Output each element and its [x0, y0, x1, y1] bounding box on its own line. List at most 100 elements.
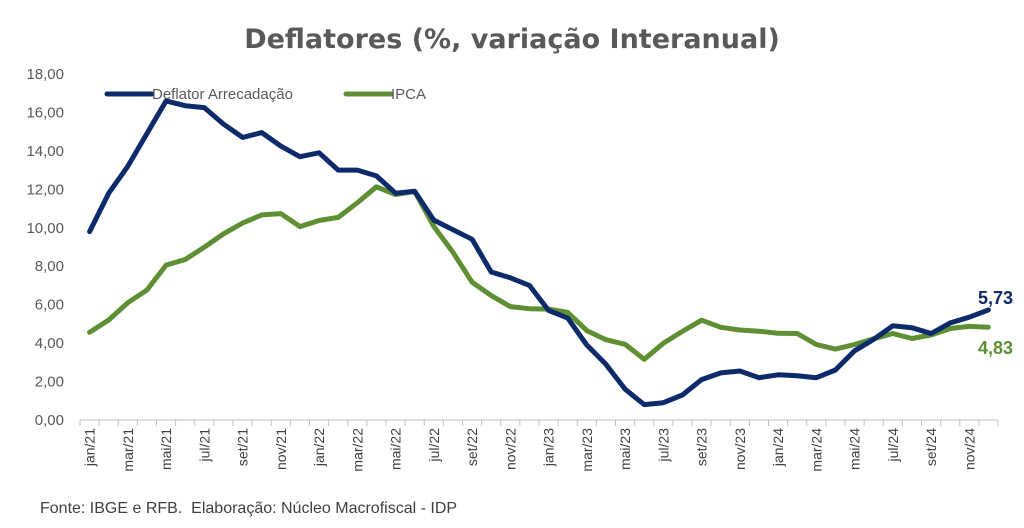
series-line-ipca — [87, 184, 991, 362]
x-tick-label: mai/22 — [388, 428, 404, 470]
data-point — [88, 230, 92, 234]
y-axis: 0,00 2,00 4,00 6,00 8,00 10,00 12,00 14,00 16,00… — [26, 66, 64, 429]
data-point — [241, 221, 245, 225]
x-tick-label: jul/23 — [655, 428, 671, 463]
data-point — [566, 310, 570, 314]
data-point — [164, 263, 168, 267]
data-point — [221, 122, 225, 126]
y-tick-label: 12,00 — [26, 181, 64, 198]
data-point — [394, 191, 398, 195]
data-point — [221, 232, 225, 236]
data-point — [336, 168, 340, 172]
data-point — [738, 328, 742, 332]
y-tick-label: 10,00 — [26, 220, 64, 237]
x-tick-label: jan/21 — [82, 428, 98, 467]
data-point — [489, 294, 493, 298]
data-point — [298, 225, 302, 229]
data-point — [623, 387, 627, 391]
data-point — [355, 201, 359, 205]
data-point — [202, 245, 206, 249]
data-point — [795, 332, 799, 335]
x-tick-label: jan/24 — [770, 428, 786, 467]
x-tick-label: jan/22 — [311, 428, 327, 467]
data-point — [833, 368, 837, 372]
end-labels: 5,73 4,83 — [978, 288, 1013, 358]
data-point — [508, 305, 512, 309]
data-point — [527, 283, 531, 287]
data-point — [279, 212, 283, 216]
data-point — [814, 343, 818, 346]
x-tick-label: set/23 — [694, 428, 710, 466]
end-value-label: 4,83 — [978, 338, 1013, 358]
data-point — [489, 270, 493, 274]
series-line-deflator-arrecadacao — [87, 98, 991, 408]
data-point — [967, 315, 971, 319]
data-point — [355, 168, 359, 172]
data-point — [126, 301, 130, 305]
y-tick-label: 4,00 — [35, 335, 64, 352]
data-point — [107, 318, 111, 322]
x-tick-label: set/21 — [235, 428, 251, 466]
x-tick-label: mar/24 — [808, 428, 824, 472]
series-layer — [87, 98, 991, 408]
data-point — [833, 347, 837, 351]
data-point — [317, 151, 321, 155]
y-tick-label: 8,00 — [35, 258, 64, 275]
y-tick-label: 2,00 — [35, 374, 64, 391]
data-point — [776, 331, 780, 335]
data-point — [604, 338, 608, 342]
data-point — [107, 191, 111, 195]
data-point — [126, 164, 130, 168]
data-point — [527, 307, 531, 311]
data-point — [374, 185, 378, 189]
x-tick-label: mar/23 — [579, 428, 595, 472]
data-point — [986, 308, 990, 312]
x-tick-label: nov/22 — [502, 428, 518, 470]
data-point — [967, 324, 971, 328]
data-point — [948, 327, 952, 330]
data-point — [183, 258, 187, 261]
data-point — [145, 288, 149, 292]
x-tick-label: jul/21 — [196, 428, 212, 463]
x-tick-label: mai/21 — [158, 428, 174, 470]
data-point — [910, 337, 914, 340]
data-point — [585, 329, 589, 333]
data-point — [814, 376, 818, 380]
data-point — [451, 250, 455, 254]
data-point — [776, 373, 780, 377]
x-tick-label: mai/23 — [617, 428, 633, 470]
data-point — [623, 342, 627, 346]
legend-label: IPCA — [391, 86, 426, 103]
legend: Deflator Arrecadação IPCA — [104, 86, 426, 103]
x-tick-label: set/24 — [923, 428, 939, 466]
y-tick-label: 18,00 — [26, 66, 64, 83]
x-tick-label: mai/24 — [847, 428, 863, 470]
end-value-label: 5,73 — [978, 288, 1013, 308]
data-point — [298, 155, 302, 159]
data-point — [413, 189, 417, 193]
y-tick-label: 16,00 — [26, 104, 64, 121]
data-point — [891, 332, 895, 335]
x-tick-label: nov/24 — [961, 428, 977, 470]
data-point — [183, 104, 187, 108]
data-point — [853, 343, 857, 346]
data-point — [929, 332, 933, 335]
x-tick-label: nov/21 — [273, 428, 289, 470]
data-point — [279, 144, 283, 148]
data-point — [604, 362, 608, 366]
data-point — [451, 228, 455, 232]
data-point — [374, 174, 378, 178]
data-point — [642, 403, 646, 407]
y-tick-label: 6,00 — [35, 297, 64, 314]
data-point — [680, 393, 684, 397]
x-tick-label: jan/23 — [541, 428, 557, 467]
data-point — [260, 213, 264, 217]
data-point — [317, 219, 321, 222]
chart-title: Deflatores (%, variação Interanual) — [244, 24, 780, 55]
data-point — [470, 237, 474, 241]
data-point — [642, 357, 646, 361]
data-point — [260, 131, 264, 135]
data-point — [719, 325, 723, 329]
data-point — [757, 329, 761, 333]
